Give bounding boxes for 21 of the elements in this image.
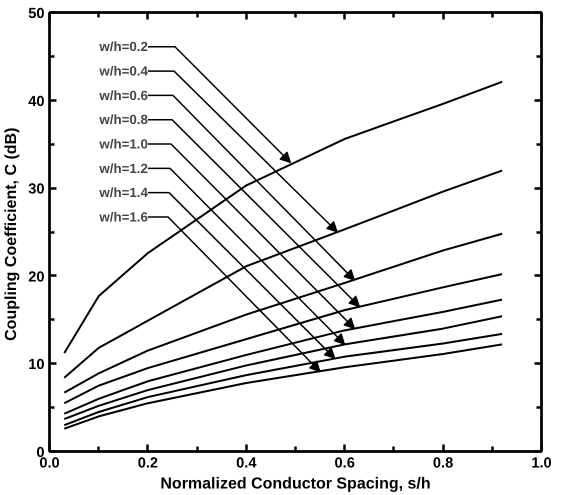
x-tick-label: 1.0 — [531, 456, 552, 472]
annotation: w/h=0.2 — [98, 39, 148, 54]
annotation: w/h=0.8 — [98, 112, 148, 128]
x-tick-label: 0.8 — [432, 456, 454, 472]
y-tick-label: 10 — [28, 357, 45, 374]
y-tick-label: 30 — [28, 182, 45, 198]
y-tick-label: 20 — [28, 269, 45, 286]
y-tick-label: 40 — [28, 94, 45, 110]
annotation: w/h=0.6 — [98, 88, 148, 103]
x-tick-label: 0.0 — [39, 456, 60, 472]
annotation: w/h=1.0 — [98, 136, 148, 152]
x-axis-title: Normalized Conductor Spacing, s/h — [160, 476, 431, 492]
annotation: w/h=1.2 — [98, 160, 148, 176]
annotation: w/h=1.4 — [98, 185, 148, 200]
x-tick-label: 0.2 — [138, 456, 158, 472]
y-tick-label: 50 — [28, 6, 45, 22]
annotation: w/h=0.4 — [98, 64, 148, 79]
x-tick-label: 0.6 — [334, 456, 355, 472]
y-axis-title: Coupling Coefficient, C (dB) — [3, 128, 20, 341]
x-tick-label: 0.4 — [236, 456, 258, 472]
annotation: w/h=1.6 — [98, 209, 148, 224]
